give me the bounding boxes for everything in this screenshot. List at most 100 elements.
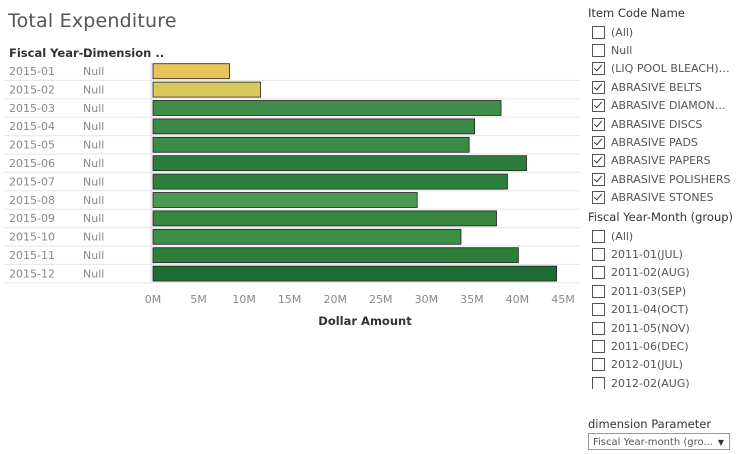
checkbox[interactable] bbox=[592, 340, 605, 354]
column-header-fiscal-year[interactable]: Fiscal Year-.. bbox=[9, 46, 93, 60]
item-code-item-label: ABRASIVE DISCS bbox=[611, 117, 703, 131]
bar-2015-10[interactable] bbox=[152, 228, 462, 245]
x-tick-label: 30M bbox=[415, 293, 439, 306]
fiscal-year-item[interactable]: 2012-01(JUL) bbox=[588, 356, 734, 374]
category-label: 2015-07 bbox=[9, 175, 55, 188]
fiscal-year-item[interactable]: 2011-05(NOV) bbox=[588, 319, 734, 337]
item-code-item[interactable]: (All) bbox=[588, 23, 734, 41]
fiscal-year-list[interactable]: (All) 2011-01(JUL) 2011-02(AUG) 2011-03(SEP… bbox=[588, 227, 734, 389]
checkbox[interactable] bbox=[592, 229, 605, 243]
category-label: 2015-02 bbox=[9, 83, 55, 96]
fiscal-year-item[interactable]: 2011-04(OCT) bbox=[588, 301, 734, 319]
checkbox[interactable] bbox=[592, 136, 605, 150]
fiscal-year-item-label: 2011-03(SEP) bbox=[611, 284, 687, 298]
fiscal-year-item-label: 2011-01(JUL) bbox=[611, 248, 683, 262]
category-label: 2015-12 bbox=[9, 267, 55, 280]
dimension-label: Null bbox=[83, 194, 104, 207]
item-code-item[interactable]: ABRASIVE DIAMOND ... bbox=[588, 97, 734, 115]
dimension-label: Null bbox=[83, 120, 104, 133]
dimension-parameter-value: Fiscal Year-month (gro... bbox=[593, 437, 713, 448]
category-label: 2015-06 bbox=[9, 157, 55, 170]
checkbox[interactable] bbox=[592, 248, 605, 262]
checkbox[interactable] bbox=[592, 321, 605, 335]
item-code-filter-title: Item Code Name bbox=[588, 6, 685, 20]
x-tick-label: 25M bbox=[369, 293, 393, 306]
bar-2015-08[interactable] bbox=[152, 192, 418, 208]
x-tick-label: 10M bbox=[232, 293, 256, 306]
fiscal-year-item[interactable]: 2011-02(AUG) bbox=[588, 264, 734, 282]
item-code-item-label: ABRASIVE STONES bbox=[611, 191, 714, 205]
dimension-label: Null bbox=[83, 212, 104, 225]
checkbox[interactable] bbox=[592, 266, 605, 280]
x-tick-label: 35M bbox=[460, 293, 484, 306]
bar-2015-05[interactable] bbox=[152, 136, 470, 153]
fiscal-year-item[interactable]: 2011-01(JUL) bbox=[588, 245, 734, 263]
fiscal-year-item-label: 2012-02(AUG) bbox=[611, 376, 690, 389]
fiscal-year-filter: Fiscal Year-Month (group) (All) 2011-01(J… bbox=[588, 208, 734, 389]
item-code-item-label: ABRASIVE PADS bbox=[611, 136, 698, 150]
checkbox[interactable] bbox=[592, 376, 605, 389]
checkbox[interactable] bbox=[592, 172, 605, 186]
bar-2015-12[interactable] bbox=[152, 265, 558, 282]
checkbox[interactable] bbox=[592, 44, 605, 58]
dimension-label: Null bbox=[83, 139, 104, 152]
item-code-item[interactable]: Null bbox=[588, 41, 734, 59]
fiscal-year-item-label: (All) bbox=[611, 229, 634, 243]
item-code-item[interactable]: ABRASIVE STONES bbox=[588, 189, 734, 207]
fiscal-year-filter-title: Fiscal Year-Month (group) bbox=[588, 210, 734, 224]
checkbox[interactable] bbox=[592, 80, 605, 94]
dimension-label: Null bbox=[83, 249, 104, 262]
dimension-label: Null bbox=[83, 231, 104, 244]
dimension-label: Null bbox=[83, 267, 104, 280]
item-code-item[interactable]: (LIQ POOL BLEACH) 1... bbox=[588, 60, 734, 78]
checkbox[interactable] bbox=[592, 25, 605, 39]
fiscal-year-item[interactable]: (All) bbox=[588, 227, 734, 245]
x-tick-label: 20M bbox=[323, 293, 347, 306]
item-code-item-label: (LIQ POOL BLEACH) 1... bbox=[611, 62, 733, 76]
bar-2015-07[interactable] bbox=[152, 173, 508, 190]
fiscal-year-item[interactable]: 2011-06(DEC) bbox=[588, 337, 734, 355]
dimension-label: Null bbox=[83, 65, 104, 78]
checkbox[interactable] bbox=[592, 284, 605, 298]
item-code-item-label: Null bbox=[611, 44, 633, 58]
item-code-item[interactable]: ABRASIVE POLISHERS bbox=[588, 170, 734, 188]
bar-2015-06[interactable] bbox=[152, 155, 527, 172]
checkbox[interactable] bbox=[592, 191, 605, 205]
column-header-dimension[interactable]: Dimension .. bbox=[83, 46, 165, 60]
category-label: 2015-10 bbox=[9, 231, 55, 244]
dimension-parameter-dropdown[interactable]: Fiscal Year-month (gro... ▼ bbox=[588, 433, 730, 450]
x-tick-label: 45M bbox=[551, 293, 575, 306]
dimension-parameter: dimension Parameter bbox=[588, 415, 734, 434]
fiscal-year-item-label: 2012-01(JUL) bbox=[611, 358, 683, 372]
item-code-filter: Item Code Name (All) Null (LIQ POOL BLEACH… bbox=[588, 4, 734, 207]
category-label: 2015-05 bbox=[9, 139, 55, 152]
checkbox[interactable] bbox=[592, 154, 605, 168]
fiscal-year-item[interactable]: 2011-03(SEP) bbox=[588, 282, 734, 300]
bar-2015-09[interactable] bbox=[152, 210, 497, 227]
page-title: Total Expenditure bbox=[8, 10, 177, 32]
bar-2015-01[interactable] bbox=[152, 63, 230, 80]
item-code-item[interactable]: ABRASIVE DISCS bbox=[588, 115, 734, 133]
fiscal-year-item[interactable]: 2012-02(AUG) bbox=[588, 374, 734, 389]
bar-2015-11[interactable] bbox=[152, 247, 519, 264]
bar-2015-04[interactable] bbox=[152, 118, 476, 135]
item-code-item[interactable]: ABRASIVE PAPERS bbox=[588, 152, 734, 170]
x-tick-label: 15M bbox=[278, 293, 302, 306]
checkbox[interactable] bbox=[592, 358, 605, 372]
checkbox[interactable] bbox=[592, 62, 605, 76]
bar-2015-03[interactable] bbox=[152, 100, 502, 116]
checkbox[interactable] bbox=[592, 99, 605, 113]
category-label: 2015-01 bbox=[9, 65, 55, 78]
checkbox[interactable] bbox=[592, 117, 605, 131]
item-code-item[interactable]: ABRASIVE BELTS bbox=[588, 78, 734, 96]
dimension-label: Null bbox=[83, 83, 104, 96]
bar-2015-02[interactable] bbox=[152, 81, 261, 98]
x-tick-label: 5M bbox=[190, 293, 207, 306]
dimension-label: Null bbox=[83, 175, 104, 188]
category-label: 2015-09 bbox=[9, 212, 55, 225]
checkbox[interactable] bbox=[592, 303, 605, 317]
item-code-item[interactable]: ABRASIVE PADS bbox=[588, 133, 734, 151]
category-label: 2015-03 bbox=[9, 102, 55, 115]
dimension-label: Null bbox=[83, 102, 104, 115]
category-label: 2015-11 bbox=[9, 249, 55, 262]
